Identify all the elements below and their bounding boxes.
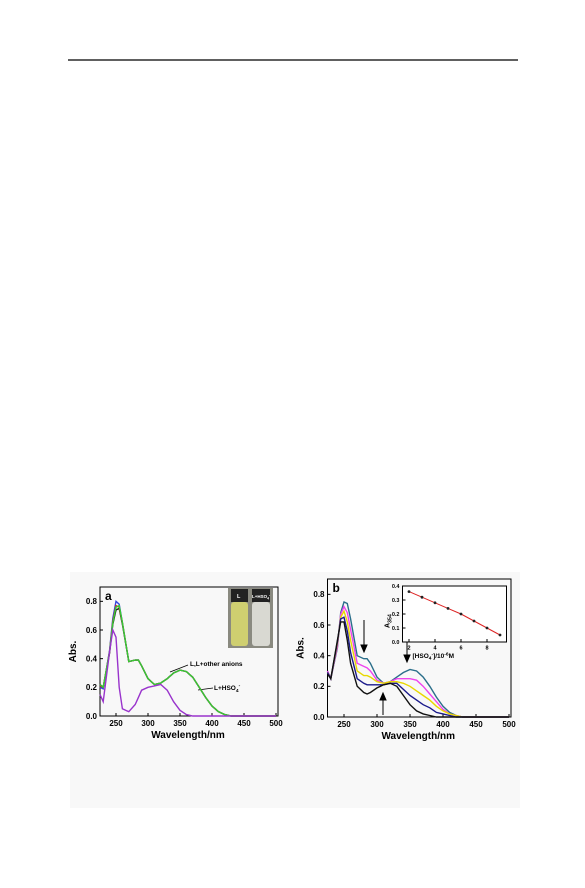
x-axis-label: Wavelength/nm bbox=[151, 730, 225, 741]
panel-label: b bbox=[333, 581, 340, 595]
y-tick-label: 0.2 bbox=[313, 682, 325, 691]
spectrum-line bbox=[99, 627, 276, 717]
x-tick-label: 250 bbox=[337, 720, 351, 729]
y-tick-label: 0.4 bbox=[392, 584, 401, 590]
text-part: -6 bbox=[444, 652, 449, 658]
annotation: L,L+other anions bbox=[190, 661, 243, 668]
y-tick-label: 0.2 bbox=[86, 683, 98, 692]
text-part: 4 bbox=[429, 656, 432, 662]
x-tick-label: 2 bbox=[407, 646, 410, 652]
y-tick-label: 0.8 bbox=[86, 597, 98, 606]
x-tick-label: 300 bbox=[141, 719, 155, 728]
x-tick-label: 8 bbox=[485, 646, 488, 652]
x-tick-label: 500 bbox=[269, 719, 283, 728]
text-part: A bbox=[385, 623, 392, 628]
y-tick-label: 0.6 bbox=[313, 621, 325, 630]
vial-cap bbox=[252, 589, 270, 602]
text-part: L+HSO bbox=[214, 685, 236, 692]
y-axis-label: Abs. bbox=[68, 640, 79, 662]
y-tick-label: 0.1 bbox=[392, 626, 400, 632]
annotation: L+HSO4- bbox=[214, 684, 241, 694]
text-part: L bbox=[237, 594, 241, 600]
x-tick-label: 350 bbox=[403, 720, 417, 729]
x-tick-label: 6 bbox=[459, 646, 462, 652]
panel-label: a bbox=[105, 589, 112, 603]
text-part: M bbox=[449, 653, 454, 660]
photo-label: L bbox=[237, 594, 241, 600]
x-tick-label: 400 bbox=[205, 719, 219, 728]
text-part: - bbox=[239, 684, 241, 689]
text-part: 4 bbox=[267, 597, 269, 601]
x-tick-label: 250 bbox=[109, 719, 123, 728]
spectrum-line bbox=[326, 621, 509, 718]
plot-frame bbox=[99, 586, 279, 717]
x-tick-label: 400 bbox=[436, 720, 450, 729]
x-tick-label: 450 bbox=[469, 720, 483, 729]
x-tick-label: 300 bbox=[370, 720, 384, 729]
fit-line bbox=[408, 591, 501, 636]
data-point bbox=[420, 595, 424, 599]
y-tick-label: 0.6 bbox=[86, 626, 98, 635]
vial-cap bbox=[231, 589, 248, 602]
photo-label: L+HSO4- bbox=[252, 593, 270, 601]
x-tick-label: 350 bbox=[173, 719, 187, 728]
text-part: 354 bbox=[388, 614, 394, 623]
y-tick-label: 0.8 bbox=[313, 590, 325, 599]
x-axis-label: Wavelength/nm bbox=[381, 731, 455, 742]
vial bbox=[231, 602, 248, 646]
vial bbox=[252, 602, 270, 646]
text-part: L+HSO bbox=[252, 594, 268, 599]
plot-frame bbox=[402, 585, 507, 643]
data-point bbox=[446, 607, 450, 610]
x-axis-label: [HSO4-]/10-6M bbox=[413, 652, 455, 662]
y-tick-label: 0.4 bbox=[313, 651, 325, 660]
y-tick-label: 0.0 bbox=[86, 712, 98, 721]
data-point bbox=[472, 619, 476, 623]
plot-frame bbox=[327, 578, 512, 718]
data-point bbox=[433, 601, 437, 605]
x-tick-label: 450 bbox=[237, 719, 251, 728]
text-part: - bbox=[431, 653, 433, 658]
data-point bbox=[407, 590, 411, 593]
spectrum-line bbox=[99, 604, 276, 717]
spectrum-line bbox=[326, 609, 509, 718]
text-part: ]/10 bbox=[433, 653, 445, 660]
data-point bbox=[459, 612, 463, 616]
data-point bbox=[485, 626, 489, 630]
y-axis-label: Abs. bbox=[296, 637, 307, 659]
x-tick-label: 4 bbox=[433, 646, 437, 652]
y-tick-label: 0.0 bbox=[392, 640, 400, 646]
text-part: [HSO bbox=[413, 653, 429, 660]
data-point bbox=[498, 633, 502, 637]
y-tick-label: 0.2 bbox=[392, 612, 400, 618]
y-tick-label: 0.3 bbox=[392, 598, 400, 604]
text-part: L,L+other anions bbox=[190, 661, 243, 668]
x-tick-label: 500 bbox=[502, 720, 516, 729]
y-axis-label: A354 bbox=[385, 614, 394, 628]
text-part: 4 bbox=[236, 688, 239, 694]
y-tick-label: 0.4 bbox=[86, 654, 98, 663]
y-tick-label: 0.0 bbox=[313, 713, 325, 722]
text-part: - bbox=[269, 593, 270, 597]
